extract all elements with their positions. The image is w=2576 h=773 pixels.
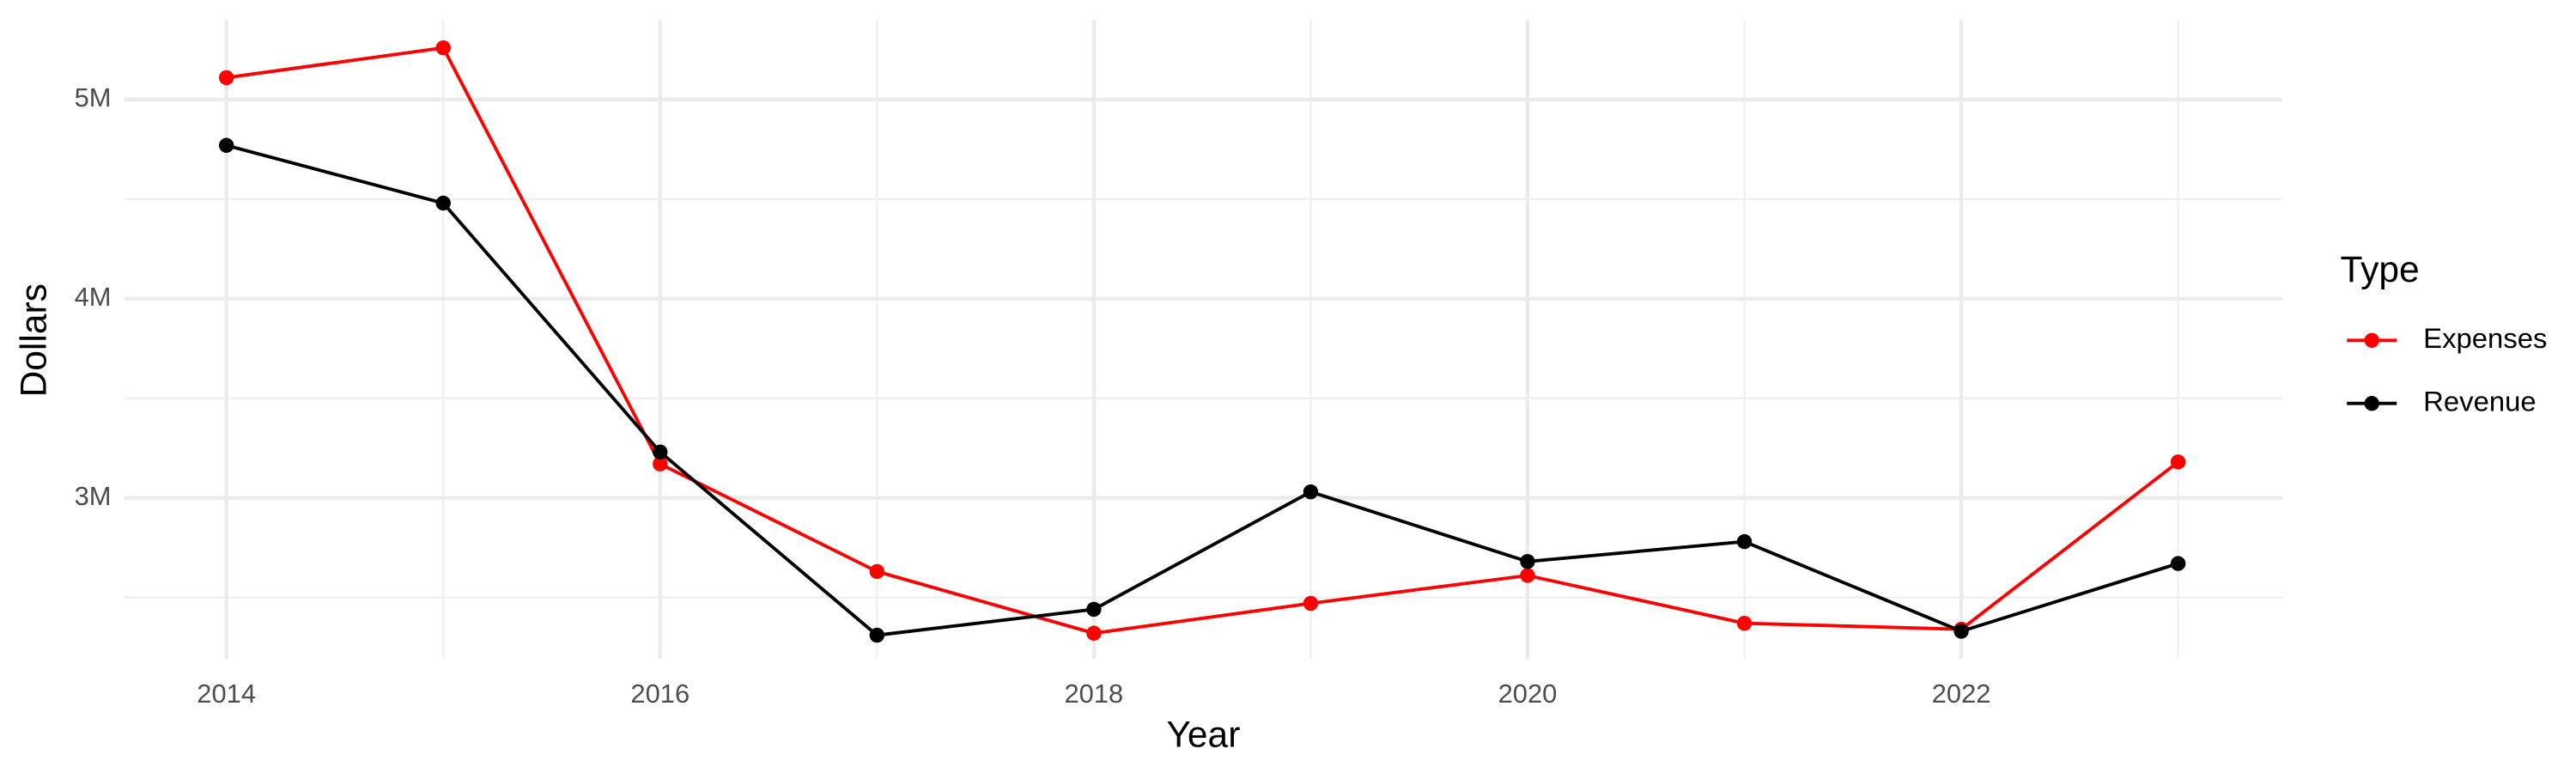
data-point bbox=[1520, 554, 1535, 569]
x-tick-label: 2022 bbox=[1932, 679, 1991, 709]
series-line bbox=[226, 143, 2179, 637]
y-tick-label: 5M bbox=[75, 82, 112, 113]
x-tick-label: 2018 bbox=[1064, 679, 1123, 709]
data-point bbox=[869, 563, 885, 580]
legend-label: Revenue bbox=[2423, 385, 2537, 417]
legend: Type Expenses Revenue bbox=[2341, 250, 2548, 417]
data-point bbox=[653, 444, 668, 460]
data-point bbox=[1953, 624, 1969, 639]
legend-marker bbox=[2364, 332, 2379, 348]
y-tick-label: 3M bbox=[75, 481, 112, 511]
data-point bbox=[1086, 625, 1102, 641]
data-point bbox=[653, 456, 668, 472]
data-point bbox=[1736, 615, 1753, 631]
data-point bbox=[1303, 595, 1319, 612]
data-point bbox=[218, 137, 234, 153]
data-point bbox=[1303, 484, 1319, 500]
data-point bbox=[218, 70, 234, 86]
y-tick-label: 4M bbox=[75, 282, 112, 312]
data-point bbox=[435, 40, 451, 56]
data-point bbox=[1086, 601, 1102, 618]
lines bbox=[218, 40, 2186, 643]
data-point bbox=[435, 195, 451, 211]
data-point bbox=[1736, 533, 1753, 550]
x-axis-title: Year bbox=[1166, 715, 1240, 755]
y-axis-title: Dollars bbox=[15, 283, 55, 397]
legend-marker bbox=[2364, 396, 2379, 411]
series-line bbox=[226, 46, 2179, 636]
grid bbox=[124, 20, 2282, 660]
data-point bbox=[869, 627, 885, 643]
data-point bbox=[2170, 454, 2186, 470]
legend-title: Type bbox=[2341, 250, 2420, 290]
data-point bbox=[2170, 556, 2186, 571]
legend-label: Expenses bbox=[2423, 322, 2547, 354]
x-tick-label: 2014 bbox=[197, 679, 256, 709]
data-point bbox=[1520, 568, 1535, 583]
x-tick-label: 2016 bbox=[630, 679, 690, 709]
x-tick-label: 2020 bbox=[1498, 679, 1558, 709]
